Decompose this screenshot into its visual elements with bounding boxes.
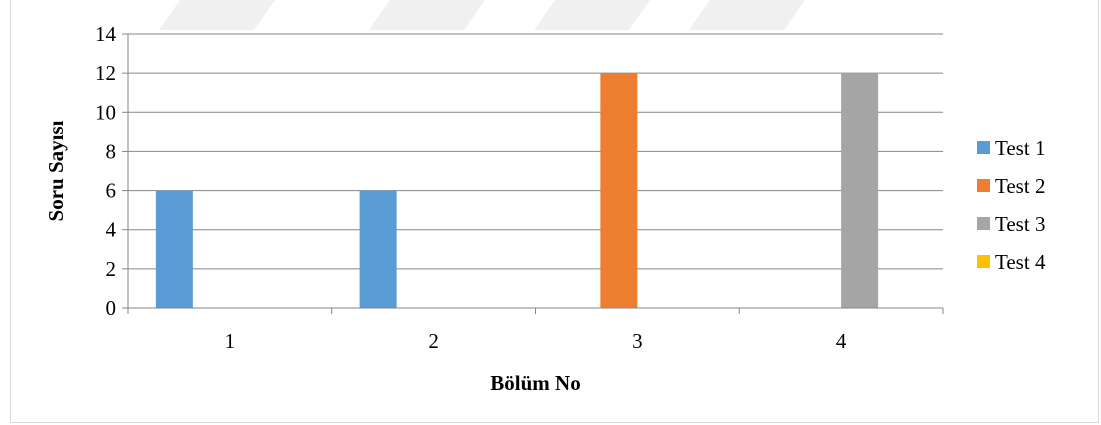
legend: Test 1 Test 2 Test 3 Test 4	[977, 136, 1046, 274]
bar	[359, 190, 397, 308]
y-tick-label: 2	[106, 257, 117, 281]
x-tick-labels: 1 2 3 4	[127, 308, 944, 353]
x-tick-label: 4	[836, 329, 847, 353]
x-axis-title: Bölüm No	[490, 371, 580, 395]
legend-label: Test 2	[995, 174, 1045, 198]
y-tick-labels: 0 2 4 6 8 10 12 14	[95, 22, 117, 320]
x-tick-label: 3	[632, 329, 643, 353]
y-tick-label: 10	[95, 100, 116, 124]
legend-swatch	[977, 255, 990, 268]
legend-swatch	[977, 141, 990, 154]
y-tick-label: 6	[106, 179, 117, 203]
y-tick-label: 8	[106, 139, 117, 163]
bars	[155, 73, 879, 309]
y-tick-label: 0	[106, 296, 117, 320]
legend-swatch	[977, 217, 990, 230]
legend-label: Test 3	[995, 212, 1045, 236]
x-tick-label: 1	[225, 329, 236, 353]
y-tick-label: 12	[95, 61, 116, 85]
legend-swatch	[977, 179, 990, 192]
x-tick-label: 2	[428, 329, 439, 353]
y-tick-label: 14	[95, 22, 117, 46]
bar	[600, 73, 638, 309]
legend-label: Test 4	[995, 250, 1046, 274]
y-tick-label: 4	[106, 218, 117, 242]
bar	[155, 190, 193, 308]
y-axis-title: Soru Sayısı	[44, 120, 68, 221]
bar	[841, 73, 879, 309]
legend-label: Test 1	[995, 136, 1045, 160]
axes	[127, 34, 943, 309]
chart-frame	[10, 0, 1099, 423]
gridlines	[122, 33, 943, 309]
